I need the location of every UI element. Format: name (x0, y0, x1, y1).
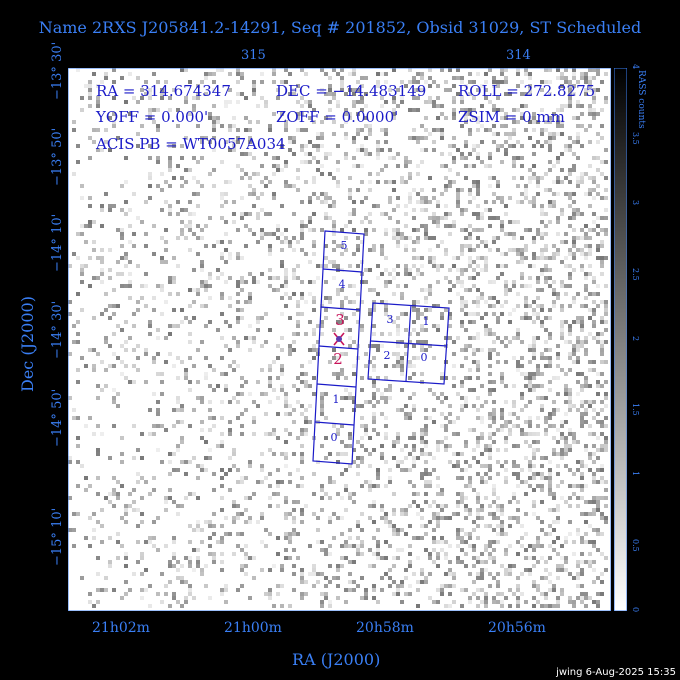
y-tick: −14° 30' (50, 300, 65, 359)
chip-divider (316, 383, 357, 388)
footer-timestamp: jwing 6-Aug-2025 15:35 (556, 667, 676, 678)
colorbar (614, 68, 627, 611)
chip-divider (320, 306, 361, 311)
chip-label-s4: 4 (339, 278, 346, 291)
colorbar-tick: 1.5 (631, 403, 640, 417)
x-tick-bottom: 21h00m (224, 620, 282, 636)
acis-i-array (367, 302, 450, 385)
colorbar-label: RASS counts (636, 70, 646, 129)
colorbar-tick: 1 (631, 471, 640, 477)
chip-label-i1: 1 (423, 315, 430, 328)
info-ra: RA = 314.674347 (96, 82, 231, 100)
colorbar-tick: 0 (631, 607, 640, 613)
x-axis-label: RA (J2000) (292, 650, 381, 669)
y-tick: −13° 30' (50, 41, 65, 100)
acis-s-array (312, 230, 365, 465)
x-tick-bottom: 20h58m (356, 620, 414, 636)
chip-divider (322, 268, 363, 273)
sky-field: 5 4 3 2 1 0 3 1 2 0 (68, 68, 611, 611)
y-axis-label: Dec (J2000) (18, 296, 37, 392)
info-roll: ROLL = 272.8275 (458, 82, 596, 100)
chip-divider (314, 421, 355, 426)
chip-label-i0: 0 (421, 351, 428, 364)
y-tick: −14° 50' (50, 388, 65, 447)
rass-noise-pixels (68, 68, 608, 608)
chip-divider (370, 340, 448, 347)
chip-label-s3: 3 (335, 311, 345, 329)
x-tick-bottom: 20h56m (488, 620, 546, 636)
colorbar-tick: 0.5 (631, 539, 640, 552)
info-yoff: YOFF = 0.000' (96, 108, 209, 126)
x-tick-bottom: 21h02m (92, 620, 150, 636)
chip-label-i2: 2 (384, 349, 391, 362)
info-zoff: ZOFF = 0.0000' (276, 108, 399, 126)
chip-divider (318, 345, 359, 350)
x-tick-top-314: 314 (506, 48, 531, 63)
chip-label-s0: 0 (331, 431, 338, 444)
colorbar-tick: 3 (631, 199, 640, 205)
info-dec: DEC = −14.483149 (276, 82, 427, 100)
colorbar-tick: 2.5 (631, 267, 640, 281)
chip-label-s1: 1 (333, 393, 340, 406)
acis-i-outline (367, 302, 450, 385)
chip-label-s2: 2 (333, 350, 343, 368)
plot-title: Name 2RXS J205841.2-14291, Seq # 201852,… (38, 18, 642, 37)
x-tick-top-315: 315 (241, 48, 266, 63)
y-tick: −14° 10' (50, 213, 65, 272)
colorbar-tick: 2 (631, 335, 640, 341)
info-acis-pb: ACIS PB = WT0057A034 (96, 135, 286, 153)
colorbar-tick: 4 (631, 64, 640, 70)
y-tick: −15° 10' (50, 507, 65, 566)
colorbar-tick: 3.5 (631, 131, 640, 145)
aimpoint-marker (333, 332, 345, 346)
info-zsim: ZSIM = 0 mm (458, 108, 565, 126)
chip-label-s5: 5 (341, 239, 348, 252)
y-tick: −13° 50' (50, 127, 65, 186)
chip-label-i3: 3 (387, 313, 394, 326)
